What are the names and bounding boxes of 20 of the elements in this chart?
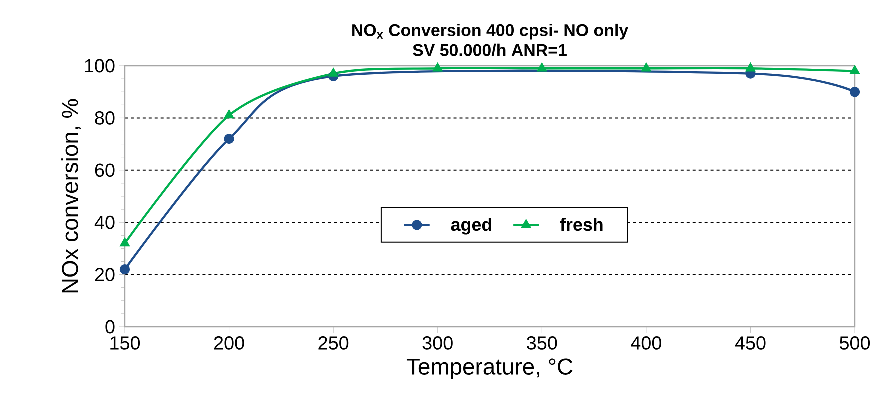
y-axis-title: NOx conversion, % bbox=[62, 99, 82, 293]
x-tick-label: 400 bbox=[631, 336, 662, 350]
y-tick-label: 60 bbox=[95, 164, 115, 178]
y-tick-label: 80 bbox=[95, 111, 115, 125]
y-tick-label: 100 bbox=[85, 59, 115, 73]
y-tick-label: 40 bbox=[94, 216, 115, 230]
x-tick-label: 150 bbox=[110, 336, 140, 350]
x-tick-label: 500 bbox=[840, 336, 870, 350]
legend-label: aged bbox=[451, 218, 492, 235]
chart-subtitle: SV 50.000/h ANR=1 bbox=[413, 44, 567, 57]
y-tick-label: 20 bbox=[95, 268, 115, 282]
x-tick-label: 250 bbox=[318, 336, 349, 350]
x-axis-title: Temperature, °C bbox=[406, 358, 573, 380]
chart-title: NO$_{x}$ Conversion 400 cpsi- NO only bbox=[352, 24, 629, 40]
x-tick-label: 450 bbox=[735, 336, 766, 350]
y-tick-label: 0 bbox=[106, 320, 115, 334]
x-tick-label: 350 bbox=[527, 336, 558, 350]
x-tick-label: 300 bbox=[422, 336, 453, 350]
legend-label: fresh bbox=[560, 218, 603, 232]
x-tick-label: 200 bbox=[214, 336, 244, 350]
